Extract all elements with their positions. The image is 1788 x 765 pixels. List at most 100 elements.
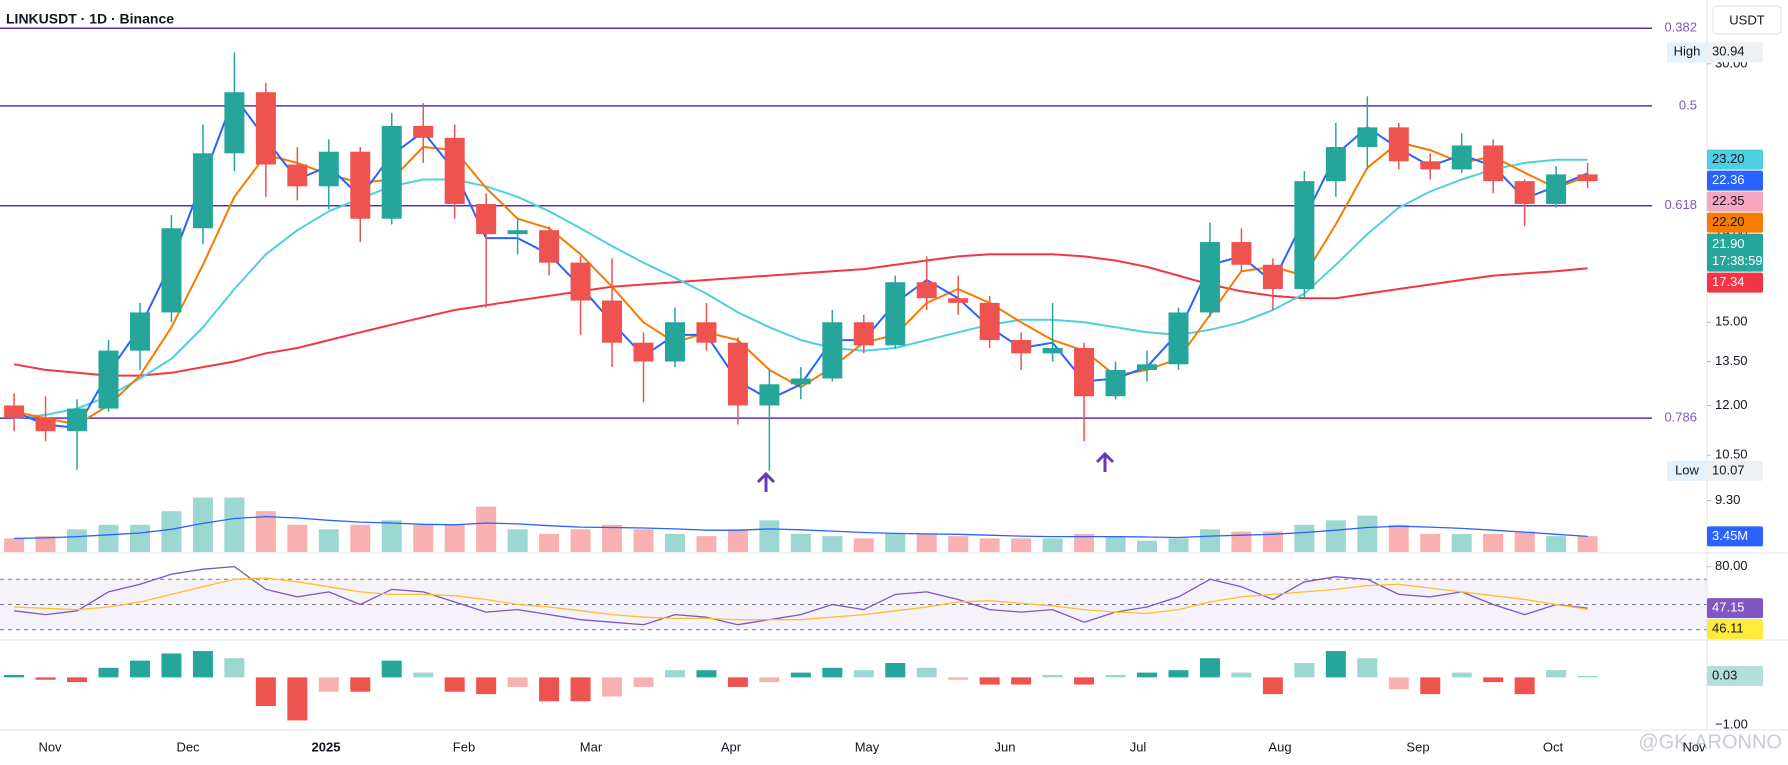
candle-body — [602, 300, 623, 343]
tag-label: 10.07 — [1712, 462, 1745, 477]
volume-bar — [696, 536, 717, 552]
macd-histogram-bar — [979, 677, 1000, 685]
volume-bar — [1357, 515, 1378, 552]
macd-histogram-bar — [539, 677, 560, 702]
macd-histogram-bar — [350, 677, 371, 692]
x-tick-label: Oct — [1543, 739, 1564, 754]
arrow-annotation — [756, 471, 776, 492]
fib-label: 0.382 — [1664, 20, 1697, 35]
macd-histogram-bar — [1294, 663, 1315, 678]
candle-body — [916, 282, 937, 299]
volume-bar — [916, 533, 937, 552]
macd-histogram-bar — [664, 670, 685, 678]
macd-histogram-bar — [255, 677, 276, 707]
tag-box — [1707, 460, 1763, 481]
volume-bar — [381, 520, 402, 552]
macd-histogram-bar — [916, 667, 937, 678]
candle-body — [1451, 145, 1472, 170]
volume-bar — [1011, 538, 1032, 552]
tag-box — [1707, 619, 1763, 640]
x-tick-label: Feb — [453, 739, 475, 754]
volume-bar — [1420, 533, 1441, 552]
volume-bar — [853, 538, 874, 552]
macd-histogram-bar — [1105, 674, 1126, 678]
volume-bar — [1325, 520, 1346, 552]
candle-body — [476, 203, 497, 235]
price-tag: High 30.94 — [1667, 42, 1763, 63]
macd-histogram-bar — [35, 677, 56, 680]
tag-box — [1707, 665, 1763, 686]
volume-bar — [633, 529, 654, 552]
x-tick-label: May — [855, 739, 880, 754]
volume-bar — [476, 506, 497, 552]
macd-histogram-bar — [476, 677, 497, 695]
tag-label: 23.20 — [1712, 151, 1745, 166]
candle-body — [318, 151, 339, 187]
candle-body — [35, 418, 56, 432]
candle-body — [1420, 161, 1441, 170]
volume-bar — [1262, 531, 1283, 552]
candle-body — [1546, 174, 1567, 204]
macd-histogram-bar — [1577, 675, 1598, 678]
macd-histogram-bar — [1357, 658, 1378, 678]
candle-body — [192, 153, 213, 229]
macd-histogram-bar — [759, 677, 780, 683]
macd-histogram-bar — [192, 651, 213, 678]
price-tag: 21.90 17:38:59 — [1707, 233, 1763, 272]
candle-body — [1262, 264, 1283, 289]
currency-label[interactable]: USDT — [1729, 12, 1764, 27]
candle-body — [1137, 364, 1158, 370]
volume-bar — [4, 538, 25, 552]
macd-histogram-bar — [790, 672, 811, 678]
price-tag: 3.45M — [1707, 526, 1763, 547]
volume-bar — [1105, 536, 1126, 552]
candle-body — [853, 322, 874, 346]
x-tick-label: Nov — [38, 739, 62, 754]
volume-bar — [1168, 538, 1189, 552]
x-tick-label: Dec — [176, 739, 200, 754]
arrow-annotation — [1095, 451, 1115, 472]
x-tick-label: Jun — [995, 739, 1016, 754]
macd-histogram-bar — [1546, 670, 1567, 678]
volume-bar — [98, 524, 119, 552]
volume-bar — [1483, 533, 1504, 552]
price-tag: 22.36 — [1707, 170, 1763, 191]
macd-histogram-bar — [1231, 672, 1252, 678]
candle-body — [1199, 242, 1220, 313]
price-tag: 47.15 — [1707, 598, 1763, 619]
volume-bar — [224, 497, 245, 552]
tag-label: 22.20 — [1712, 214, 1745, 229]
tag-box — [1707, 149, 1763, 170]
volume-bar — [1388, 524, 1409, 552]
macd-histogram-bar — [822, 667, 843, 678]
moving-average-line — [13, 253, 1588, 377]
macd-histogram-bar — [444, 677, 465, 692]
candle-body — [1388, 127, 1409, 162]
fib-label: 0.786 — [1664, 410, 1697, 425]
volume-bar — [129, 524, 150, 552]
x-tick-label: Aug — [1268, 739, 1291, 754]
volume-bar — [1199, 529, 1220, 552]
tag-label: 47.15 — [1712, 600, 1745, 615]
tag-label: 22.36 — [1712, 172, 1745, 187]
macd-histogram-bar — [1483, 677, 1504, 683]
price-tag: 23.20 — [1707, 149, 1763, 170]
plot: 0.382 0.5 0.618 0.786 — [0, 20, 1707, 721]
candle-body — [1514, 181, 1535, 204]
volume-bar — [1231, 531, 1252, 552]
candle-body — [1577, 174, 1598, 182]
tag-box — [1707, 191, 1763, 212]
macd-histogram-bar — [602, 677, 623, 697]
y-tick-label: 12.00 — [1715, 397, 1748, 412]
volume-bar — [664, 533, 685, 552]
x-tick-label: 2025 — [312, 739, 341, 754]
macd-histogram-bar — [948, 677, 969, 680]
currency-button[interactable] — [1712, 5, 1782, 35]
candle-body — [696, 322, 717, 343]
volume-bar — [192, 497, 213, 552]
tag-box — [1707, 212, 1763, 233]
volume-bar — [1074, 533, 1095, 552]
candle-body — [161, 228, 182, 313]
x-tick-label: Nov — [1682, 739, 1706, 754]
volume-bar — [979, 538, 1000, 552]
